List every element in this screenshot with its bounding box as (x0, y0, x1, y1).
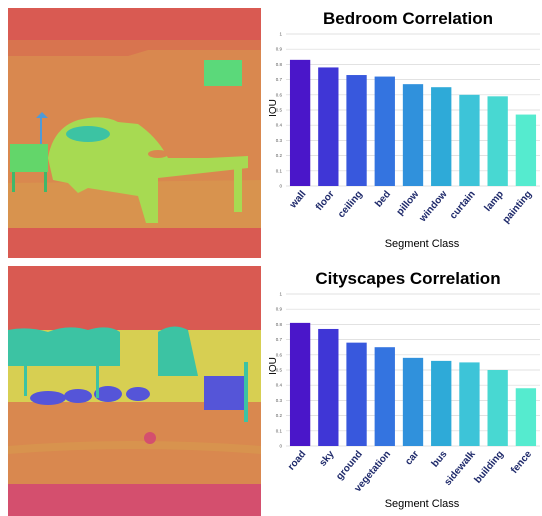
y-tick-label: 0.5 (276, 368, 283, 373)
y-tick-label: 0.3 (276, 138, 283, 143)
x-tick-label: road (286, 449, 308, 473)
bar-fence (515, 388, 537, 446)
bedroom-segmentation-graphic (8, 8, 261, 258)
bar-lamp (487, 96, 508, 186)
y-tick-label: 0.1 (276, 168, 283, 173)
bar-curtain (459, 94, 480, 186)
y-tick-label: 0 (279, 444, 282, 449)
y-tick-label: 0.6 (276, 352, 283, 357)
bar-ground (346, 342, 367, 446)
x-tick-label: fence (509, 449, 534, 476)
x-axis-label: Segment Class (385, 498, 460, 510)
x-tick-label: wall (287, 189, 308, 211)
y-tick-label: 0.8 (276, 322, 283, 327)
bar-window (431, 87, 452, 186)
bar-car (402, 357, 424, 446)
x-tick-label: building (473, 449, 506, 486)
cityscapes-segmentation-image (8, 266, 261, 516)
x-tick-label: sidewalk (443, 449, 479, 488)
y-tick-label: 0.6 (276, 92, 283, 97)
y-tick-label: 0.2 (276, 153, 283, 158)
cityscapes-chart: Cityscapes Correlation IOU Segment Class… (268, 269, 540, 510)
x-tick-label: bus (430, 449, 450, 470)
x-tick-label: floor (314, 189, 337, 213)
bar-vegetation (374, 347, 395, 446)
bar-painting (515, 114, 537, 186)
x-tick-label: car (403, 449, 421, 468)
bar-sidewalk (459, 362, 480, 446)
x-tick-label: sky (317, 449, 336, 469)
y-tick-label: 0.4 (276, 123, 283, 128)
bar-road (289, 322, 311, 446)
bar-bus (431, 360, 452, 446)
cityscapes-segmentation-graphic (8, 266, 261, 516)
bar-wall (289, 59, 311, 187)
x-tick-label: curtain (448, 189, 478, 222)
chart-title: Bedroom Correlation (323, 9, 493, 28)
bar-sky (318, 328, 339, 446)
bar-pillow (402, 84, 424, 186)
bar-ceiling (346, 75, 367, 186)
cityscapes-chart-panel: Cityscapes Correlation IOU Segment Class… (262, 258, 542, 513)
y-tick-label: 0 (279, 184, 282, 189)
bedroom-segmentation-image (8, 8, 261, 258)
y-tick-label: 0.9 (276, 307, 283, 312)
y-tick-label: 0.8 (276, 62, 283, 67)
y-tick-label: 0.9 (276, 47, 283, 52)
y-tick-label: 0.1 (276, 428, 283, 433)
x-tick-label: pillow (395, 189, 422, 218)
x-tick-label: bed (373, 189, 393, 210)
x-axis-label: Segment Class (385, 238, 460, 250)
x-tick-label: ceiling (336, 189, 365, 220)
y-tick-label: 0.3 (276, 398, 283, 403)
x-tick-label: window (417, 189, 450, 225)
x-tick-label: lamp (483, 189, 506, 214)
y-tick-label: 1 (279, 292, 282, 297)
y-axis-label: IOU (268, 357, 279, 375)
y-tick-label: 1 (279, 32, 282, 37)
y-tick-label: 0.2 (276, 413, 283, 418)
y-tick-label: 0.7 (276, 337, 283, 342)
y-tick-label: 0.7 (276, 77, 283, 82)
y-tick-label: 0.4 (276, 383, 283, 388)
bedroom-chart: Bedroom Correlation IOU Segment Class 0 0… (268, 9, 540, 250)
bar-floor (318, 67, 339, 186)
chart-title: Cityscapes Correlation (315, 269, 500, 288)
bedroom-chart-panel: Bedroom Correlation IOU Segment Class 0 0… (262, 0, 542, 258)
bar-bed (374, 76, 395, 186)
bar-building (487, 370, 508, 446)
y-axis-label: IOU (268, 99, 279, 117)
y-tick-label: 0.5 (276, 108, 283, 113)
x-tick-label: painting (501, 189, 534, 226)
